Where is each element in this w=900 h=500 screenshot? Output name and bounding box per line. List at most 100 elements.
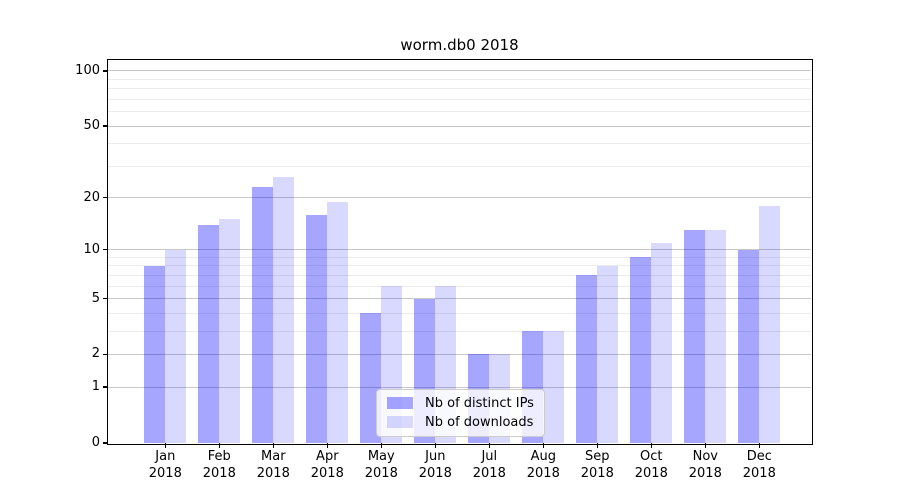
legend-swatch-downloads bbox=[387, 416, 413, 428]
x-tick-year: 2018 bbox=[364, 465, 398, 481]
x-tick-year: 2018 bbox=[526, 465, 560, 481]
gridline-minor bbox=[108, 111, 811, 113]
bar-distinct-ips-jan bbox=[144, 265, 166, 443]
y-tick-label-2: 2 bbox=[91, 346, 100, 362]
x-tick-year: 2018 bbox=[202, 465, 236, 481]
legend-item-distinct-ips: Nb of distinct IPs bbox=[387, 396, 534, 411]
bar-downloads-jan bbox=[165, 249, 187, 443]
y-tick-mark bbox=[103, 297, 108, 300]
x-tick-mark bbox=[272, 443, 274, 448]
y-tick-label-1: 1 bbox=[91, 379, 100, 395]
x-tick-year: 2018 bbox=[742, 465, 776, 481]
legend: Nb of distinct IPs Nb of downloads bbox=[376, 388, 545, 437]
x-tick-mark bbox=[218, 443, 220, 448]
bar-distinct-ips-dec bbox=[738, 249, 760, 443]
x-tick-year: 2018 bbox=[310, 465, 344, 481]
bar-downloads-nov bbox=[705, 230, 727, 443]
gridline-major bbox=[108, 125, 811, 127]
x-tick-month: Jun bbox=[425, 449, 446, 464]
plot-area: Nb of distinct IPs Nb of downloads bbox=[108, 61, 811, 444]
y-tick-label-50: 50 bbox=[83, 118, 100, 134]
gridline-minor bbox=[108, 285, 811, 287]
x-tick-mark bbox=[758, 443, 760, 448]
bar-downloads-sep bbox=[597, 265, 619, 443]
legend-label-distinct-ips: Nb of distinct IPs bbox=[425, 395, 534, 411]
bar-distinct-ips-feb bbox=[198, 224, 220, 443]
x-tick-mark bbox=[434, 443, 436, 448]
y-tick-mark bbox=[103, 125, 108, 127]
x-tick-year: 2018 bbox=[634, 465, 668, 481]
gridline-minor bbox=[108, 274, 811, 276]
x-tick-mark bbox=[542, 443, 544, 448]
gridline-minor bbox=[108, 312, 811, 314]
y-tick-label-5: 5 bbox=[91, 290, 100, 306]
x-tick-month: Apr bbox=[316, 449, 339, 464]
x-tick-month: Feb bbox=[207, 449, 231, 464]
y-tick-mark bbox=[103, 353, 108, 356]
x-tick-mark bbox=[596, 443, 598, 448]
x-tick-mark bbox=[326, 443, 328, 448]
bar-distinct-ips-mar bbox=[252, 186, 274, 443]
x-tick-label-nov: Nov 2018 bbox=[678, 449, 732, 482]
x-tick-year: 2018 bbox=[418, 465, 452, 481]
x-tick-month: Dec bbox=[746, 449, 772, 464]
x-tick-month: May bbox=[367, 449, 395, 464]
bar-downloads-oct bbox=[651, 242, 673, 443]
bar-downloads-mar bbox=[273, 177, 295, 443]
x-tick-year: 2018 bbox=[688, 465, 722, 481]
gridline-major bbox=[108, 386, 811, 388]
y-tick-label-100: 100 bbox=[75, 62, 100, 78]
x-tick-mark bbox=[704, 443, 706, 448]
y-tick-mark bbox=[103, 249, 108, 251]
y-tick-mark bbox=[103, 196, 108, 199]
bar-distinct-ips-apr bbox=[306, 214, 328, 443]
x-tick-label-may: May 2018 bbox=[354, 449, 408, 482]
x-tick-label-dec: Dec 2018 bbox=[732, 449, 786, 482]
gridline-minor bbox=[108, 98, 811, 100]
x-tick-year: 2018 bbox=[256, 465, 290, 481]
gridline-major bbox=[108, 70, 811, 72]
y-tick-mark bbox=[103, 70, 108, 72]
y-tick-mark bbox=[103, 386, 108, 388]
legend-item-downloads: Nb of downloads bbox=[387, 415, 534, 430]
x-tick-label-apr: Apr 2018 bbox=[300, 449, 354, 482]
legend-swatch-distinct-ips bbox=[387, 397, 413, 409]
x-tick-label-jun: Jun 2018 bbox=[408, 449, 462, 482]
x-tick-month: Jul bbox=[481, 449, 498, 464]
x-tick-label-jul: Jul 2018 bbox=[462, 449, 516, 482]
y-tick-label-10: 10 bbox=[83, 241, 100, 257]
x-tick-label-aug: Aug 2018 bbox=[516, 449, 570, 482]
x-tick-month: Aug bbox=[530, 449, 556, 464]
gridline-minor bbox=[108, 265, 811, 267]
bar-downloads-dec bbox=[759, 205, 781, 443]
x-tick-month: Jan bbox=[155, 449, 176, 464]
gridline-minor bbox=[108, 165, 811, 167]
gridline-major bbox=[108, 298, 811, 300]
x-tick-year: 2018 bbox=[580, 465, 614, 481]
x-tick-mark bbox=[164, 443, 166, 448]
gridline-minor bbox=[108, 143, 811, 145]
gridline-minor bbox=[108, 88, 811, 90]
x-tick-year: 2018 bbox=[148, 465, 182, 481]
x-tick-month: Mar bbox=[261, 449, 286, 464]
x-tick-label-sep: Sep 2018 bbox=[570, 449, 624, 482]
x-tick-mark bbox=[380, 443, 382, 448]
bar-distinct-ips-sep bbox=[576, 275, 598, 443]
x-tick-label-jan: Jan 2018 bbox=[138, 449, 192, 482]
x-tick-mark bbox=[488, 443, 490, 448]
x-tick-mark bbox=[650, 443, 652, 448]
gridline-minor bbox=[108, 78, 811, 80]
legend-label-downloads: Nb of downloads bbox=[425, 414, 534, 430]
gridline-major bbox=[108, 197, 811, 199]
x-tick-year: 2018 bbox=[472, 465, 506, 481]
gridline-major bbox=[108, 353, 811, 355]
bar-downloads-feb bbox=[219, 219, 241, 443]
gridline-minor bbox=[108, 256, 811, 258]
x-tick-label-oct: Oct 2018 bbox=[624, 449, 678, 482]
bar-distinct-ips-oct bbox=[630, 257, 652, 443]
y-tick-label-0: 0 bbox=[91, 435, 100, 450]
x-tick-month: Nov bbox=[692, 449, 718, 464]
y-tick-mark bbox=[103, 442, 108, 444]
bar-downloads-aug bbox=[543, 331, 565, 443]
